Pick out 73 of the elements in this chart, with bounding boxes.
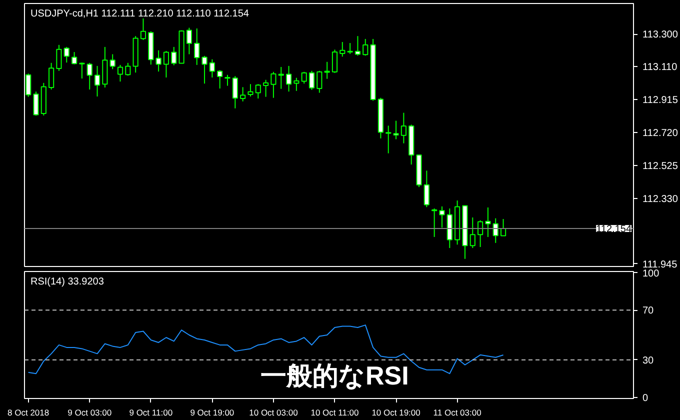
candlestick bbox=[255, 84, 261, 100]
x-tick-label: 9 Oct 11:00 bbox=[129, 408, 173, 418]
candlestick bbox=[492, 218, 498, 244]
candlestick bbox=[362, 38, 368, 56]
candlestick bbox=[393, 120, 399, 140]
candlestick bbox=[332, 49, 338, 74]
candlestick bbox=[48, 62, 54, 90]
candlestick bbox=[217, 70, 223, 90]
candlestick bbox=[140, 18, 146, 40]
candlestick bbox=[340, 42, 346, 58]
candlestick bbox=[248, 84, 254, 97]
candlestick bbox=[470, 216, 476, 249]
y-tick-label: 100 bbox=[642, 268, 660, 280]
x-tick-label: 8 Oct 2018 bbox=[8, 408, 50, 418]
y-tick-label: 70 bbox=[642, 306, 654, 317]
chart-title: USDJPY-cd,H1 112.111 112.210 112.110 112.154 bbox=[30, 8, 250, 20]
candlestick bbox=[263, 79, 269, 98]
candlestick bbox=[400, 112, 406, 144]
candlestick bbox=[156, 50, 162, 72]
y-tick-label: 0 bbox=[642, 392, 648, 404]
y-tick-label: 112.330 bbox=[642, 194, 678, 206]
candlestick bbox=[33, 91, 39, 116]
candlestick bbox=[240, 86, 246, 102]
candlestick bbox=[316, 70, 322, 94]
candlestick bbox=[324, 61, 330, 80]
y-tick-label: 112.915 bbox=[642, 94, 678, 106]
candlestick bbox=[439, 206, 445, 228]
candlestick bbox=[186, 27, 192, 55]
x-tick-label: 11 Oct 03:00 bbox=[433, 408, 482, 418]
candlestick bbox=[232, 76, 238, 109]
candlestick bbox=[485, 206, 491, 238]
candlestick bbox=[171, 46, 177, 66]
candlestick bbox=[500, 218, 506, 236]
candlestick bbox=[194, 28, 200, 66]
candlestick bbox=[71, 52, 78, 65]
x-tick-label: 10 Oct 19:00 bbox=[372, 408, 421, 418]
candlestick bbox=[125, 62, 131, 76]
candlestick bbox=[278, 66, 284, 90]
y-tick-label: 113.110 bbox=[642, 62, 678, 73]
text: RSI(14) 33.9203 bbox=[30, 276, 104, 288]
candlestick bbox=[117, 64, 124, 82]
candlestick bbox=[56, 44, 62, 72]
x-tick-label: 10 Oct 11:00 bbox=[310, 408, 360, 418]
candlestick bbox=[86, 62, 92, 90]
y-tick-label: 112.525 bbox=[642, 161, 678, 172]
candlestick bbox=[477, 220, 484, 248]
candlestick bbox=[270, 71, 276, 98]
candlestick bbox=[286, 65, 292, 92]
candlestick bbox=[224, 74, 230, 86]
candlestick bbox=[94, 65, 100, 97]
candlestick bbox=[209, 58, 215, 78]
y-tick-label: 112.720 bbox=[642, 128, 678, 139]
candlestick bbox=[294, 77, 300, 92]
annotation: 一般的なRSI bbox=[260, 360, 409, 390]
candlestick bbox=[64, 46, 70, 64]
y-tick-label: 30 bbox=[642, 355, 654, 366]
candlestick bbox=[202, 55, 208, 84]
y-tick-label: 113.300 bbox=[642, 30, 678, 41]
x-tick-label: 10 Oct 03:00 bbox=[249, 408, 298, 418]
ref-line-label: 112.154 bbox=[596, 224, 632, 235]
candlestick bbox=[163, 50, 170, 78]
candlestick bbox=[102, 46, 108, 88]
candlestick bbox=[347, 42, 353, 54]
candlestick bbox=[308, 70, 315, 90]
candlestick bbox=[301, 71, 307, 84]
x-tick-label: 9 Oct 19:00 bbox=[190, 408, 234, 418]
x-tick-label: 9 Oct 03:00 bbox=[68, 408, 112, 418]
candlestick bbox=[110, 54, 116, 70]
y-tick-label: 111.945 bbox=[642, 259, 678, 270]
candlestick bbox=[79, 62, 85, 79]
candlestick bbox=[424, 170, 430, 208]
candlestick bbox=[354, 36, 361, 56]
candlestick bbox=[386, 125, 392, 154]
